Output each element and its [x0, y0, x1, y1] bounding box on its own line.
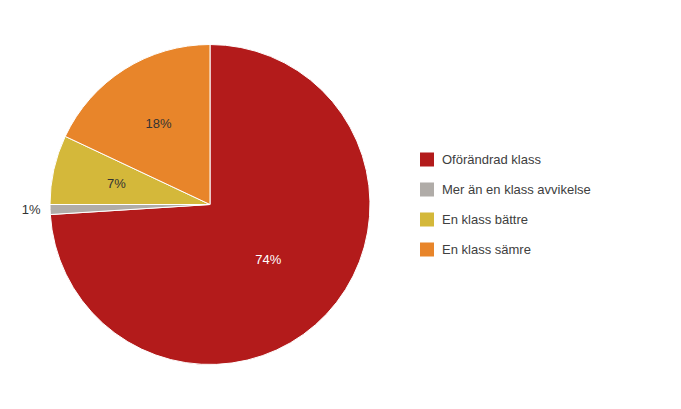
data-label: 18%	[146, 116, 172, 131]
legend-swatch	[420, 243, 434, 257]
pie-slice	[65, 45, 210, 205]
legend-item: En klass bättre	[420, 212, 528, 227]
data-labels: 74% 1% 7% 18%	[22, 116, 282, 267]
legend-item: Oförändrad klass	[420, 152, 541, 167]
chart-svg: 74% 1% 7% 18% Oförändrad klass Mer än en klas…	[0, 0, 681, 409]
legend: Oförändrad klass Mer än en klass avvikels…	[420, 152, 591, 257]
legend-swatch	[420, 213, 434, 227]
pie-slice	[50, 45, 370, 365]
data-label: 7%	[107, 176, 126, 191]
legend-label: En klass bättre	[442, 212, 528, 227]
data-label: 1%	[22, 202, 41, 217]
legend-label: Mer än en klass avvikelse	[442, 182, 591, 197]
legend-label: En klass sämre	[442, 242, 531, 257]
pie	[50, 45, 370, 365]
legend-swatch	[420, 183, 434, 197]
legend-label: Oförändrad klass	[442, 152, 541, 167]
legend-item: En klass sämre	[420, 242, 531, 257]
pie-slice	[50, 205, 210, 215]
legend-item: Mer än en klass avvikelse	[420, 182, 591, 197]
legend-swatch	[420, 153, 434, 167]
data-label: 74%	[255, 252, 281, 267]
